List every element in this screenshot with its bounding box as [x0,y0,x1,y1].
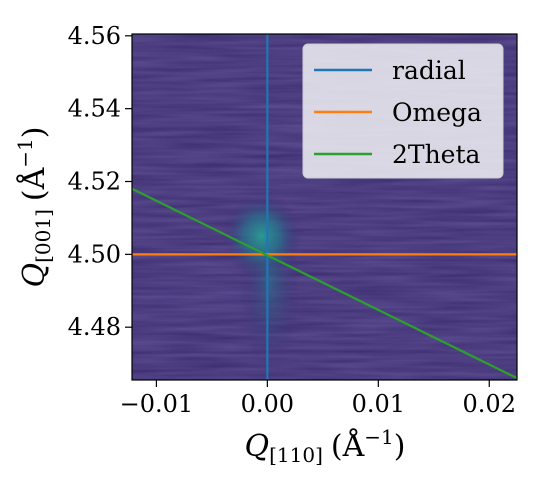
heatmap-peak [221,194,302,279]
x-axis-label: Q[110] (Å−1) [245,425,406,467]
plot-frame [131,33,518,381]
x-tick-label: −0.01 [120,390,194,418]
series-line-2theta [132,187,517,380]
legend-label-2theta: 2Theta [392,140,481,169]
x-tick-label: 0.02 [463,390,516,418]
y-tick-label: 4.54 [68,95,121,123]
legend: radial Omega 2Theta [302,43,504,179]
legend-box [302,43,504,179]
legend-label-omega: Omega [392,98,482,127]
y-tick-label: 4.52 [68,168,121,196]
y-tick-label: 4.56 [68,22,121,50]
y-tick-label: 4.50 [68,240,121,268]
legend-label-radial: radial [392,56,466,85]
x-tick-label: 0.00 [241,390,294,418]
x-tick-label: 0.01 [352,390,405,418]
y-axis-label: Q[001](Å−1) [13,127,55,288]
y-tick-label: 4.48 [68,313,121,341]
